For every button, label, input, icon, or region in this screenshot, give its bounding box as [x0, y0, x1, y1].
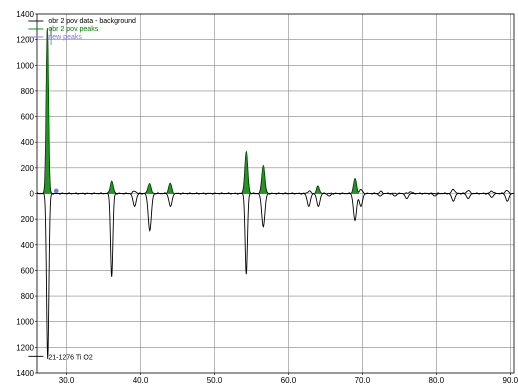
x-tick-label-2: 50.0 — [207, 376, 223, 385]
x-tick-label-3: 60.0 — [281, 376, 297, 385]
y-tick-label-5: 400 — [21, 138, 35, 147]
y-tick-label-0: 1400 — [16, 10, 34, 19]
y-tick-label-10: 600 — [21, 266, 35, 275]
series-line-reference-tio2 — [37, 193, 514, 359]
x-tick-label-4: 70.0 — [355, 376, 371, 385]
y-tick-label-7: 0 — [30, 190, 35, 199]
y-tick-label-8: 200 — [21, 215, 35, 224]
peak-mark-3 — [165, 182, 175, 194]
peak-mark-5 — [259, 165, 268, 194]
reference-pattern-label: 21-1276 Ti O2 — [28, 354, 93, 361]
series-layer — [37, 28, 515, 359]
x-tick-label-5: 80.0 — [429, 376, 445, 385]
peak-mark-1 — [107, 181, 117, 194]
peak-mark-4 — [242, 152, 251, 194]
y-tick-label-6: 200 — [21, 164, 35, 173]
peak-mark-7 — [350, 178, 360, 194]
legend-entry-2: new peaks — [48, 34, 82, 41]
y-tick-label-14: 1400 — [16, 369, 34, 378]
x-tick-label-1: 40.0 — [133, 376, 149, 385]
y-tick-label-1: 1200 — [16, 36, 34, 45]
new-peak-point-0 — [53, 188, 59, 194]
x-tick-label-0: 30.0 — [59, 376, 75, 385]
y-axis-ticks: 1400 1200 1000 800 600 400 200 0 200 400 600 800 100… — [16, 10, 37, 378]
series-line-data-background — [37, 28, 515, 195]
y-tick-label-2: 1000 — [16, 61, 34, 70]
y-tick-label-3: 800 — [21, 87, 35, 96]
reference-label-text: 21-1276 Ti O2 — [48, 354, 92, 361]
legend-entry-1: obr 2 pov peaks — [48, 26, 98, 33]
y-tick-label-9: 400 — [21, 241, 35, 250]
x-axis-ticks: 30.0 40.0 50.0 60.0 70.0 80.0 90.0 — [59, 373, 518, 385]
peak-mark-2 — [145, 182, 154, 194]
legend-entry-0: obr 2 pov data - background — [48, 18, 136, 25]
y-tick-label-4: 600 — [21, 113, 35, 122]
x-tick-label-6: 90.0 — [503, 376, 518, 385]
peak-mark-0 — [43, 28, 51, 194]
peak-mark-6 — [313, 186, 323, 194]
y-tick-label-13: 1200 — [16, 343, 34, 352]
y-tick-label-11: 800 — [21, 292, 35, 301]
y-tick-label-12: 1000 — [16, 318, 34, 327]
